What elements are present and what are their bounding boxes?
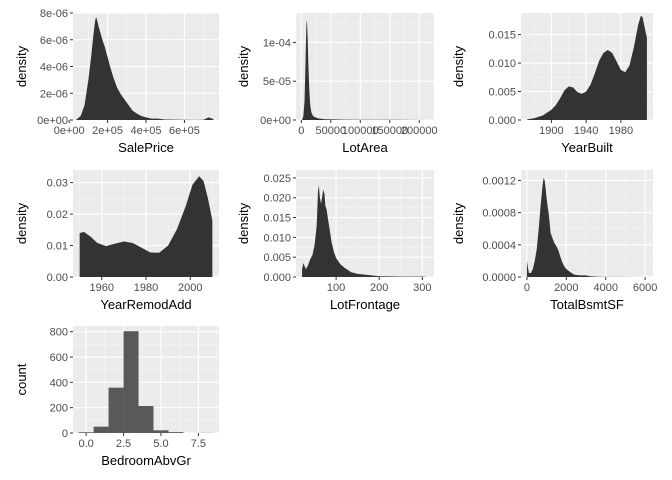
y-tick-label: 0e+00 xyxy=(260,115,291,127)
y-axis-title: count xyxy=(14,363,29,395)
x-tick-label: 300 xyxy=(413,282,431,294)
x-tick-label: 6e+05 xyxy=(169,125,200,137)
x-axis-title: BedroomAbvGr xyxy=(101,453,191,468)
x-axis-title: TotalBsmtSF xyxy=(550,297,624,312)
y-tick-label: 0.00 xyxy=(47,272,68,284)
histogram-bar xyxy=(168,432,184,433)
x-tick-label: 1980 xyxy=(134,282,158,294)
x-tick-label: 100000 xyxy=(342,125,379,137)
x-tick-label: 0 xyxy=(524,282,530,294)
histogram-bar xyxy=(153,430,169,433)
x-tick-label: 1960 xyxy=(90,282,114,294)
x-tick-label: 1940 xyxy=(574,125,598,137)
y-tick-label: 5e-05 xyxy=(263,76,291,88)
x-tick-label: 200000 xyxy=(401,125,438,137)
histogram-bar xyxy=(198,432,214,433)
y-tick-label: 6e-06 xyxy=(40,35,68,47)
y-tick-label: 200 xyxy=(50,403,68,415)
y-axis-title: density xyxy=(236,45,251,87)
y-tick-label: 0.0008 xyxy=(482,208,516,220)
chart-TotalBsmtSF: 0 2000 4000 6000 0.0000 0.0004 0.0008 0.0012 Tot… xyxy=(451,170,657,312)
x-tick-label: 200 xyxy=(370,282,388,294)
histogram-bar xyxy=(108,387,124,433)
chart-LotFrontage: 100 200 300 0.000 0.005 0.010 0.015 0.020 0.025 L… xyxy=(236,170,434,312)
y-tick-label: 0e+00 xyxy=(37,115,68,127)
y-tick-label: 2e-06 xyxy=(40,88,68,100)
y-tick-label: 0 xyxy=(62,428,68,440)
y-tick-label: 0.015 xyxy=(263,213,291,225)
density-area xyxy=(302,185,428,277)
x-tick-label: 5.0 xyxy=(153,438,168,450)
x-tick-label: 2e+05 xyxy=(92,125,123,137)
x-tick-label: 1900 xyxy=(539,125,563,137)
y-tick-label: 600 xyxy=(50,352,68,364)
x-tick-label: 6000 xyxy=(633,282,657,294)
x-tick-label: 0.0 xyxy=(78,438,93,450)
density-area xyxy=(526,178,648,277)
density-area xyxy=(527,15,647,120)
x-tick-label: 150000 xyxy=(371,125,408,137)
y-tick-label: 0.02 xyxy=(47,209,68,221)
plot-panel xyxy=(296,13,434,120)
x-axis-title: YearRemodAdd xyxy=(100,297,191,312)
chart-YearBuilt: 1900 1940 1980 0.000 0.005 0.010 0.015 YearBuil… xyxy=(451,13,653,155)
x-tick-label: 0 xyxy=(298,125,304,137)
y-tick-label: 0.005 xyxy=(488,87,516,99)
y-tick-label: 0.010 xyxy=(488,58,516,70)
y-tick-label: 1e-04 xyxy=(263,37,291,49)
histogram-bar xyxy=(78,432,94,433)
histogram-bar xyxy=(138,406,154,433)
y-tick-label: 0.015 xyxy=(488,30,516,42)
histogram-bar xyxy=(93,426,109,433)
y-tick-label: 0.000 xyxy=(263,272,291,284)
histogram-bar xyxy=(123,331,139,433)
x-tick-label: 0e+00 xyxy=(54,125,85,137)
y-tick-label: 800 xyxy=(50,327,68,339)
x-axis-title: SalePrice xyxy=(118,140,174,155)
y-tick-label: 0.01 xyxy=(47,241,68,253)
x-tick-label: 4000 xyxy=(593,282,617,294)
y-tick-label: 0.0000 xyxy=(482,272,516,284)
y-tick-label: 400 xyxy=(50,377,68,389)
x-tick-label: 50000 xyxy=(315,125,346,137)
chart-YearRemodAdd: 1960 1980 2000 0.00 0.01 0.02 0.03 YearRemodAdd… xyxy=(14,170,219,312)
density-area xyxy=(75,17,215,120)
y-tick-label: 8e-06 xyxy=(40,8,68,20)
y-tick-label: 0.0004 xyxy=(482,240,516,252)
y-tick-label: 0.03 xyxy=(47,178,68,190)
x-axis-title: YearBuilt xyxy=(561,140,613,155)
density-area xyxy=(79,176,213,277)
y-tick-label: 4e-06 xyxy=(40,62,68,74)
x-axis-title: LotFrontage xyxy=(330,297,400,312)
y-axis-title: density xyxy=(14,45,29,87)
x-tick-label: 4e+05 xyxy=(131,125,162,137)
x-tick-label: 2000 xyxy=(178,282,202,294)
x-tick-label: 7.5 xyxy=(191,438,206,450)
y-axis-title: density xyxy=(451,202,466,244)
y-tick-label: 0.005 xyxy=(263,252,291,264)
y-axis-title: density xyxy=(236,202,251,244)
x-axis-title: LotArea xyxy=(342,140,388,155)
chart-SalePrice: 0e+00 2e+05 4e+05 6e+05 0e+00 2e-06 4e-06 6e-06… xyxy=(14,8,219,155)
y-tick-label: 0.010 xyxy=(263,232,291,244)
x-tick-label: 100 xyxy=(327,282,345,294)
x-tick-label: 2.5 xyxy=(116,438,131,450)
y-tick-label: 0.025 xyxy=(263,173,291,185)
x-tick-label: 2000 xyxy=(554,282,578,294)
x-tick-label: 1980 xyxy=(609,125,633,137)
y-axis-title: density xyxy=(451,45,466,87)
y-tick-label: 0.0012 xyxy=(482,175,516,187)
y-tick-label: 0.000 xyxy=(488,115,516,127)
y-tick-label: 0.020 xyxy=(263,193,291,205)
y-axis-title: density xyxy=(14,202,29,244)
chart-BedroomAbvGr: 0.0 2.5 5.0 7.5 0 200 400 600 800 BedroomAbvGr cou… xyxy=(14,326,219,468)
